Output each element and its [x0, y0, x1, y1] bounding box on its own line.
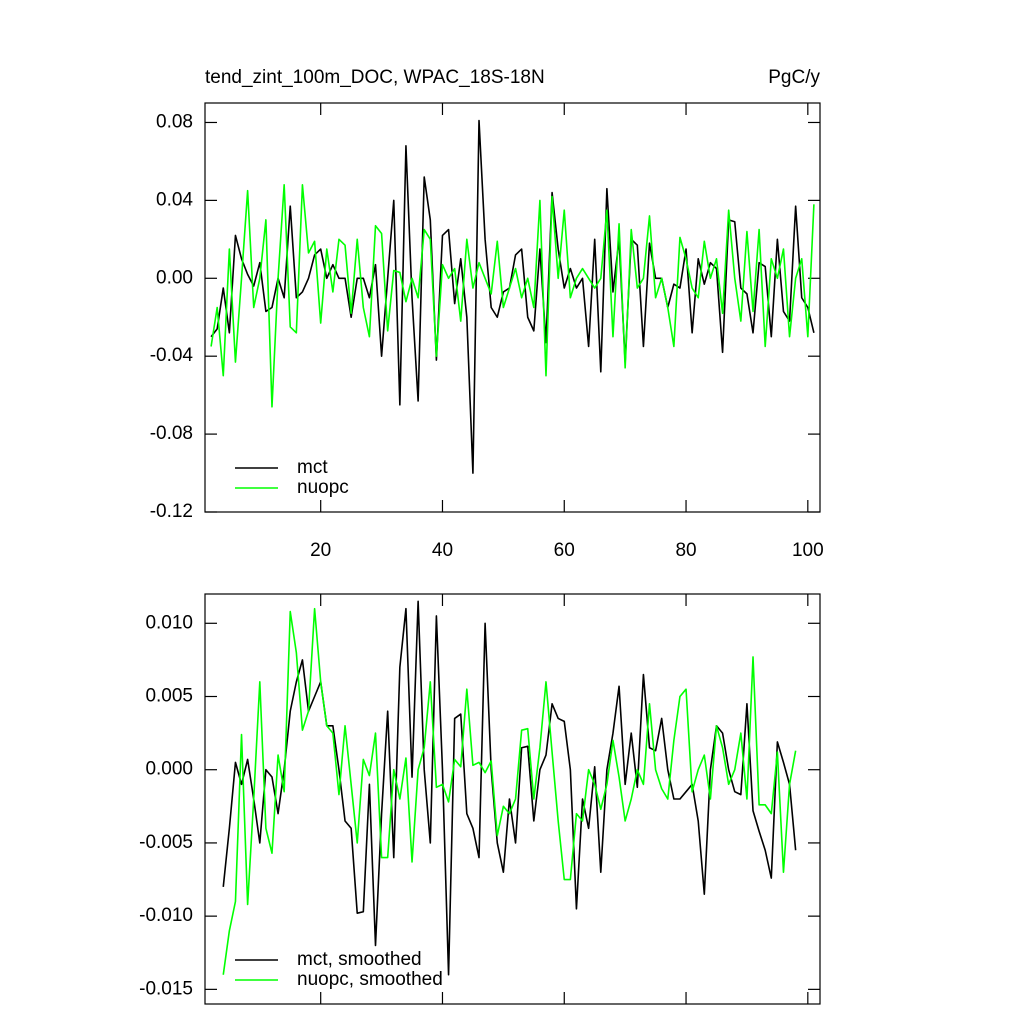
legend-label: mct, smoothed: [297, 949, 422, 970]
y-tick-label: -0.005: [139, 832, 193, 853]
y-tick-label: 0.010: [145, 612, 193, 633]
y-tick-label: -0.010: [139, 905, 193, 926]
x-tick-label: 40: [432, 540, 453, 561]
x-tick-label: 60: [554, 540, 575, 561]
y-tick-label: -0.04: [150, 345, 194, 366]
x-tick-label: 80: [675, 540, 696, 561]
units-label: PgC/y: [768, 67, 820, 88]
x-tick-label: 20: [310, 540, 331, 561]
legend-label: nuopc: [297, 477, 349, 498]
y-tick-label: -0.015: [139, 978, 193, 999]
y-tick-label: -0.08: [150, 423, 193, 444]
plot-frame: [204, 593, 821, 1005]
series-line: [210, 119, 815, 474]
y-tick-label: 0.005: [145, 686, 193, 707]
legend-label: mct: [297, 457, 328, 478]
series-line: [222, 600, 797, 976]
series-line: [210, 184, 815, 408]
x-tick-label: 100: [792, 540, 824, 561]
legend-label: nuopc, smoothed: [297, 969, 443, 990]
y-tick-label: 0.00: [156, 267, 193, 288]
y-tick-label: 0.04: [156, 189, 193, 210]
y-tick-label: -0.12: [150, 501, 193, 522]
chart-title: tend_zint_100m_DOC, WPAC_18S-18N: [205, 67, 545, 88]
plot-frame: [204, 102, 821, 513]
series-line: [222, 607, 797, 975]
y-tick-label: 0.000: [145, 759, 193, 780]
y-tick-label: 0.08: [156, 111, 193, 132]
